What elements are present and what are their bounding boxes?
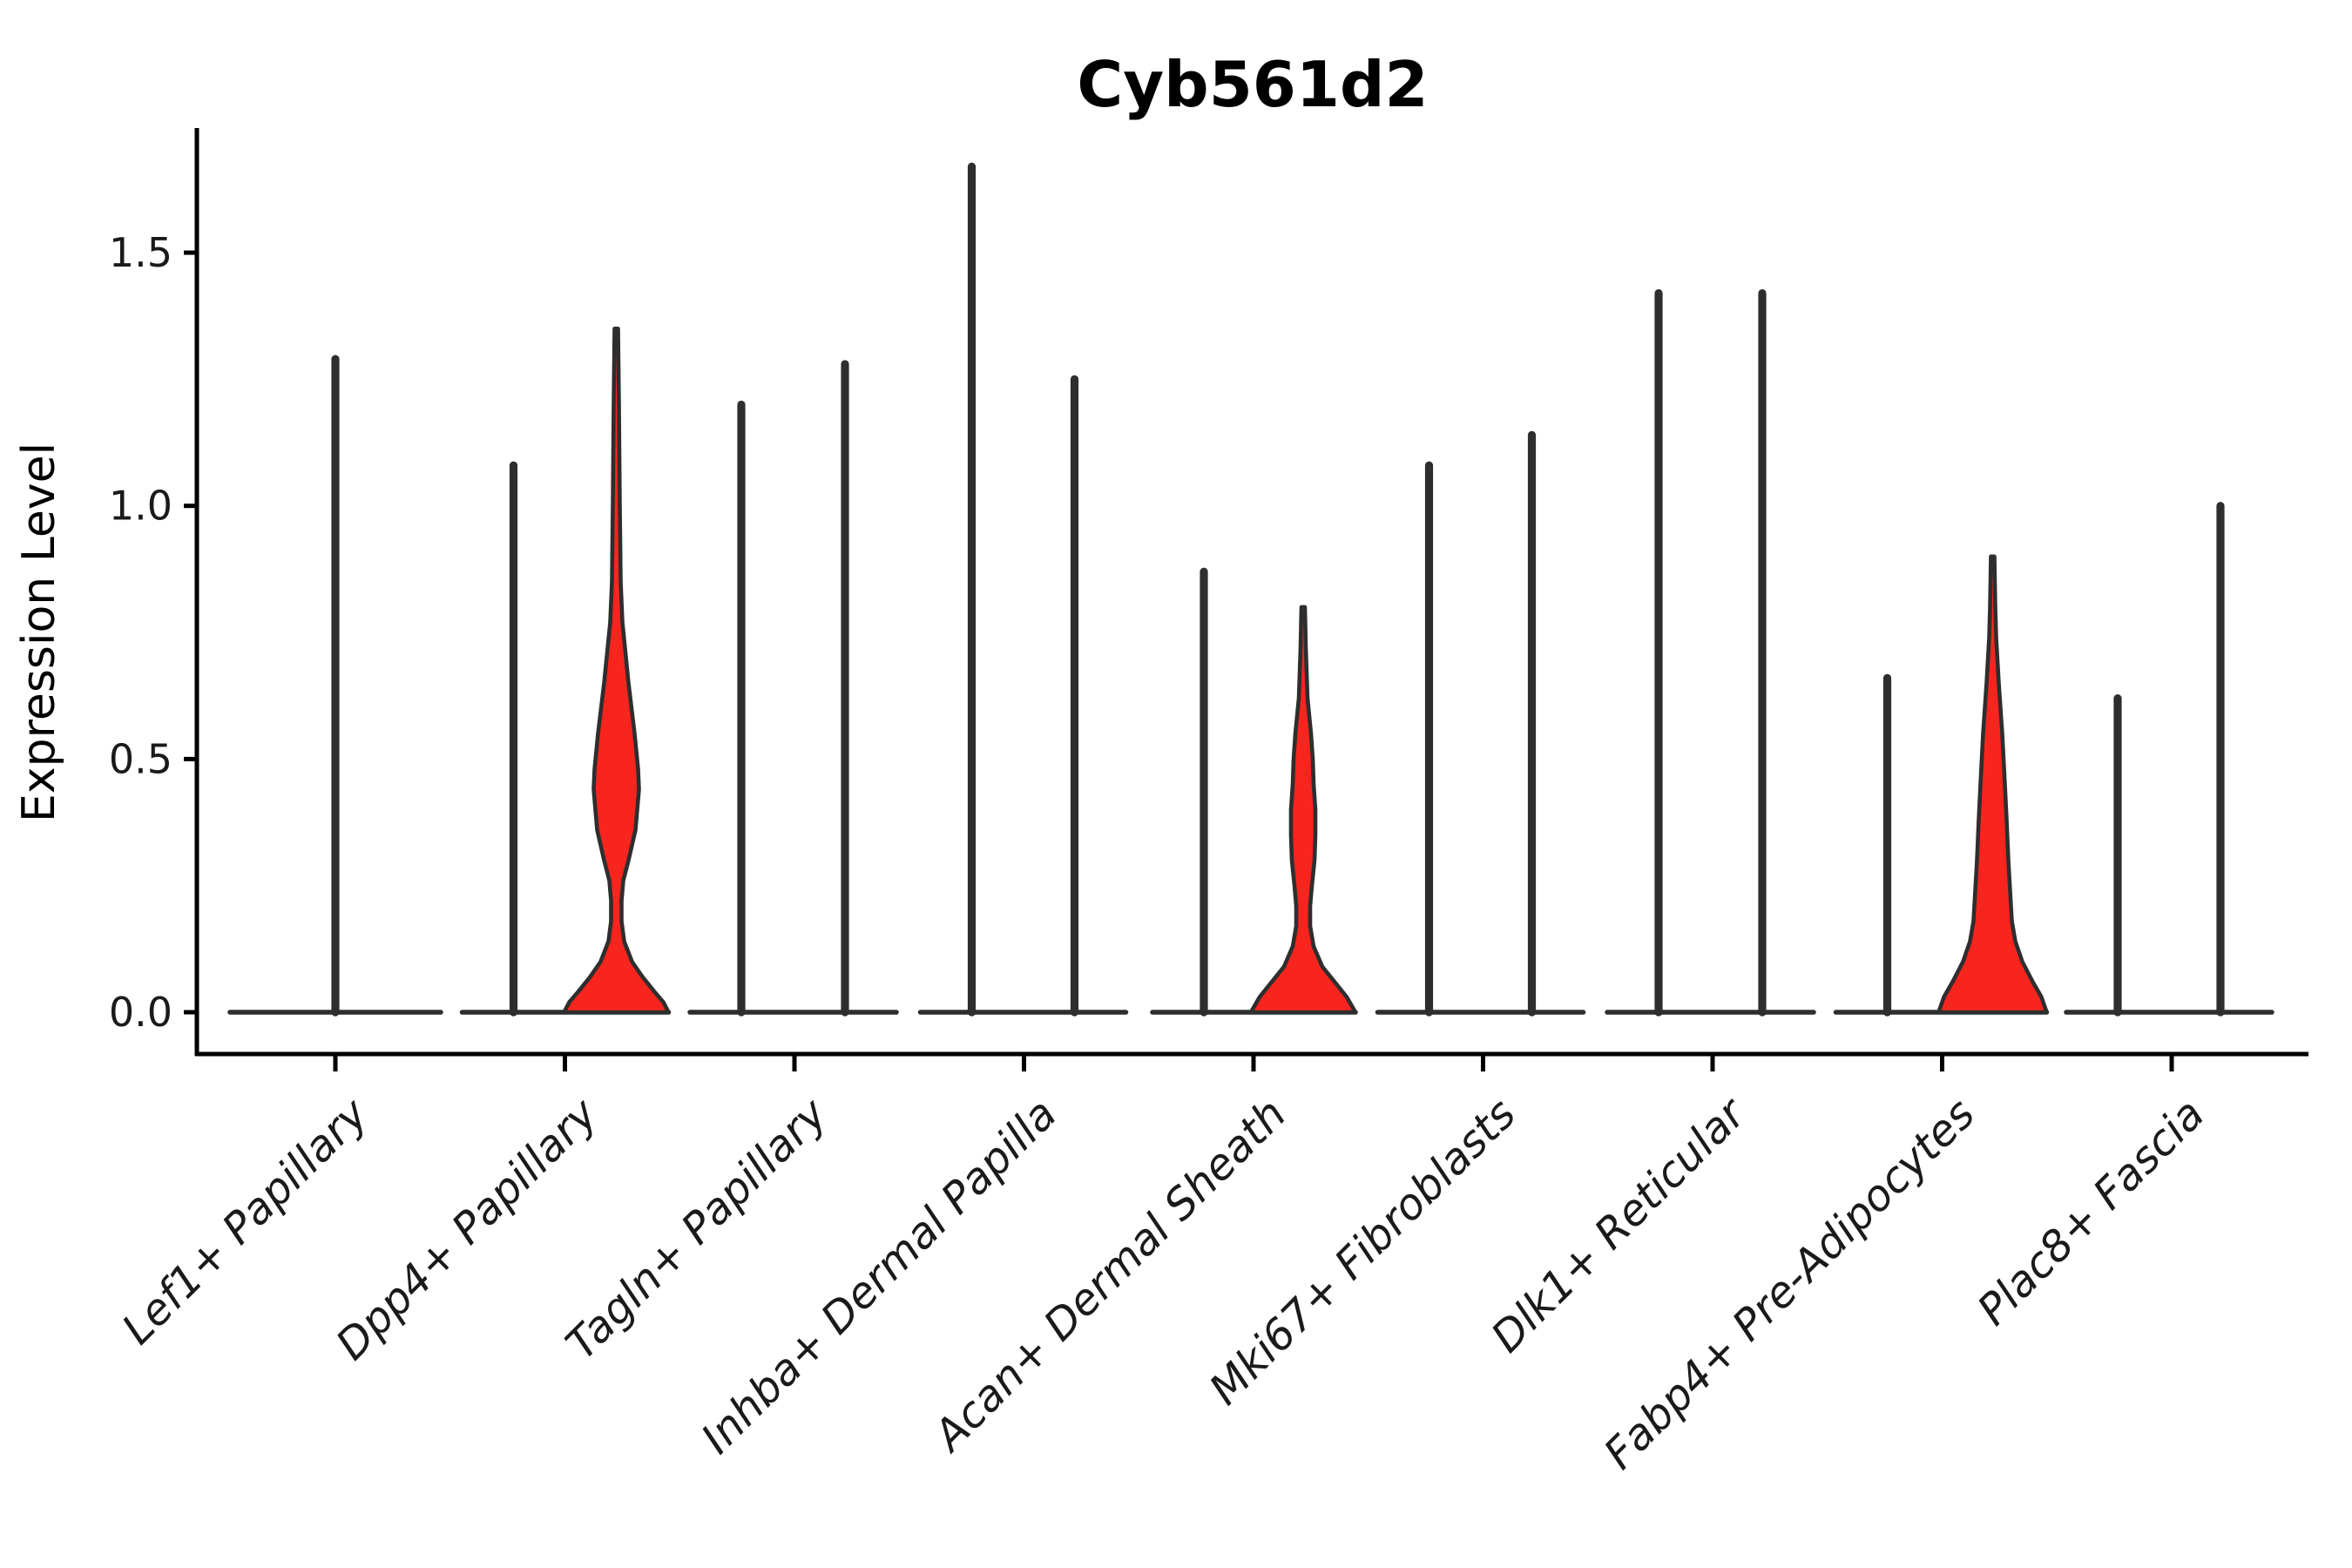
x-axis-label: Fabp4+ Pre-Adipocytes <box>1594 1089 1984 1479</box>
y-axis-label: Expression Level <box>13 443 65 822</box>
x-axis-label: Plac8+ Fascia <box>1968 1089 2213 1335</box>
y-axis-tick-label: 0.5 <box>109 735 172 782</box>
x-axis-label: Lef1+ Papillary <box>112 1088 378 1354</box>
violin-red <box>562 326 671 1015</box>
y-axis-tick-label: 1.0 <box>109 483 172 530</box>
x-axis-label: Dlk1+ Reticular <box>1482 1087 1756 1362</box>
violin-red <box>1248 605 1358 1015</box>
y-axis-tick-label: 0.0 <box>109 989 172 1036</box>
chart-title: Cyb561d2 <box>1077 48 1428 121</box>
violin-red <box>1936 554 2049 1015</box>
y-axis-tick-label: 1.5 <box>109 229 172 276</box>
